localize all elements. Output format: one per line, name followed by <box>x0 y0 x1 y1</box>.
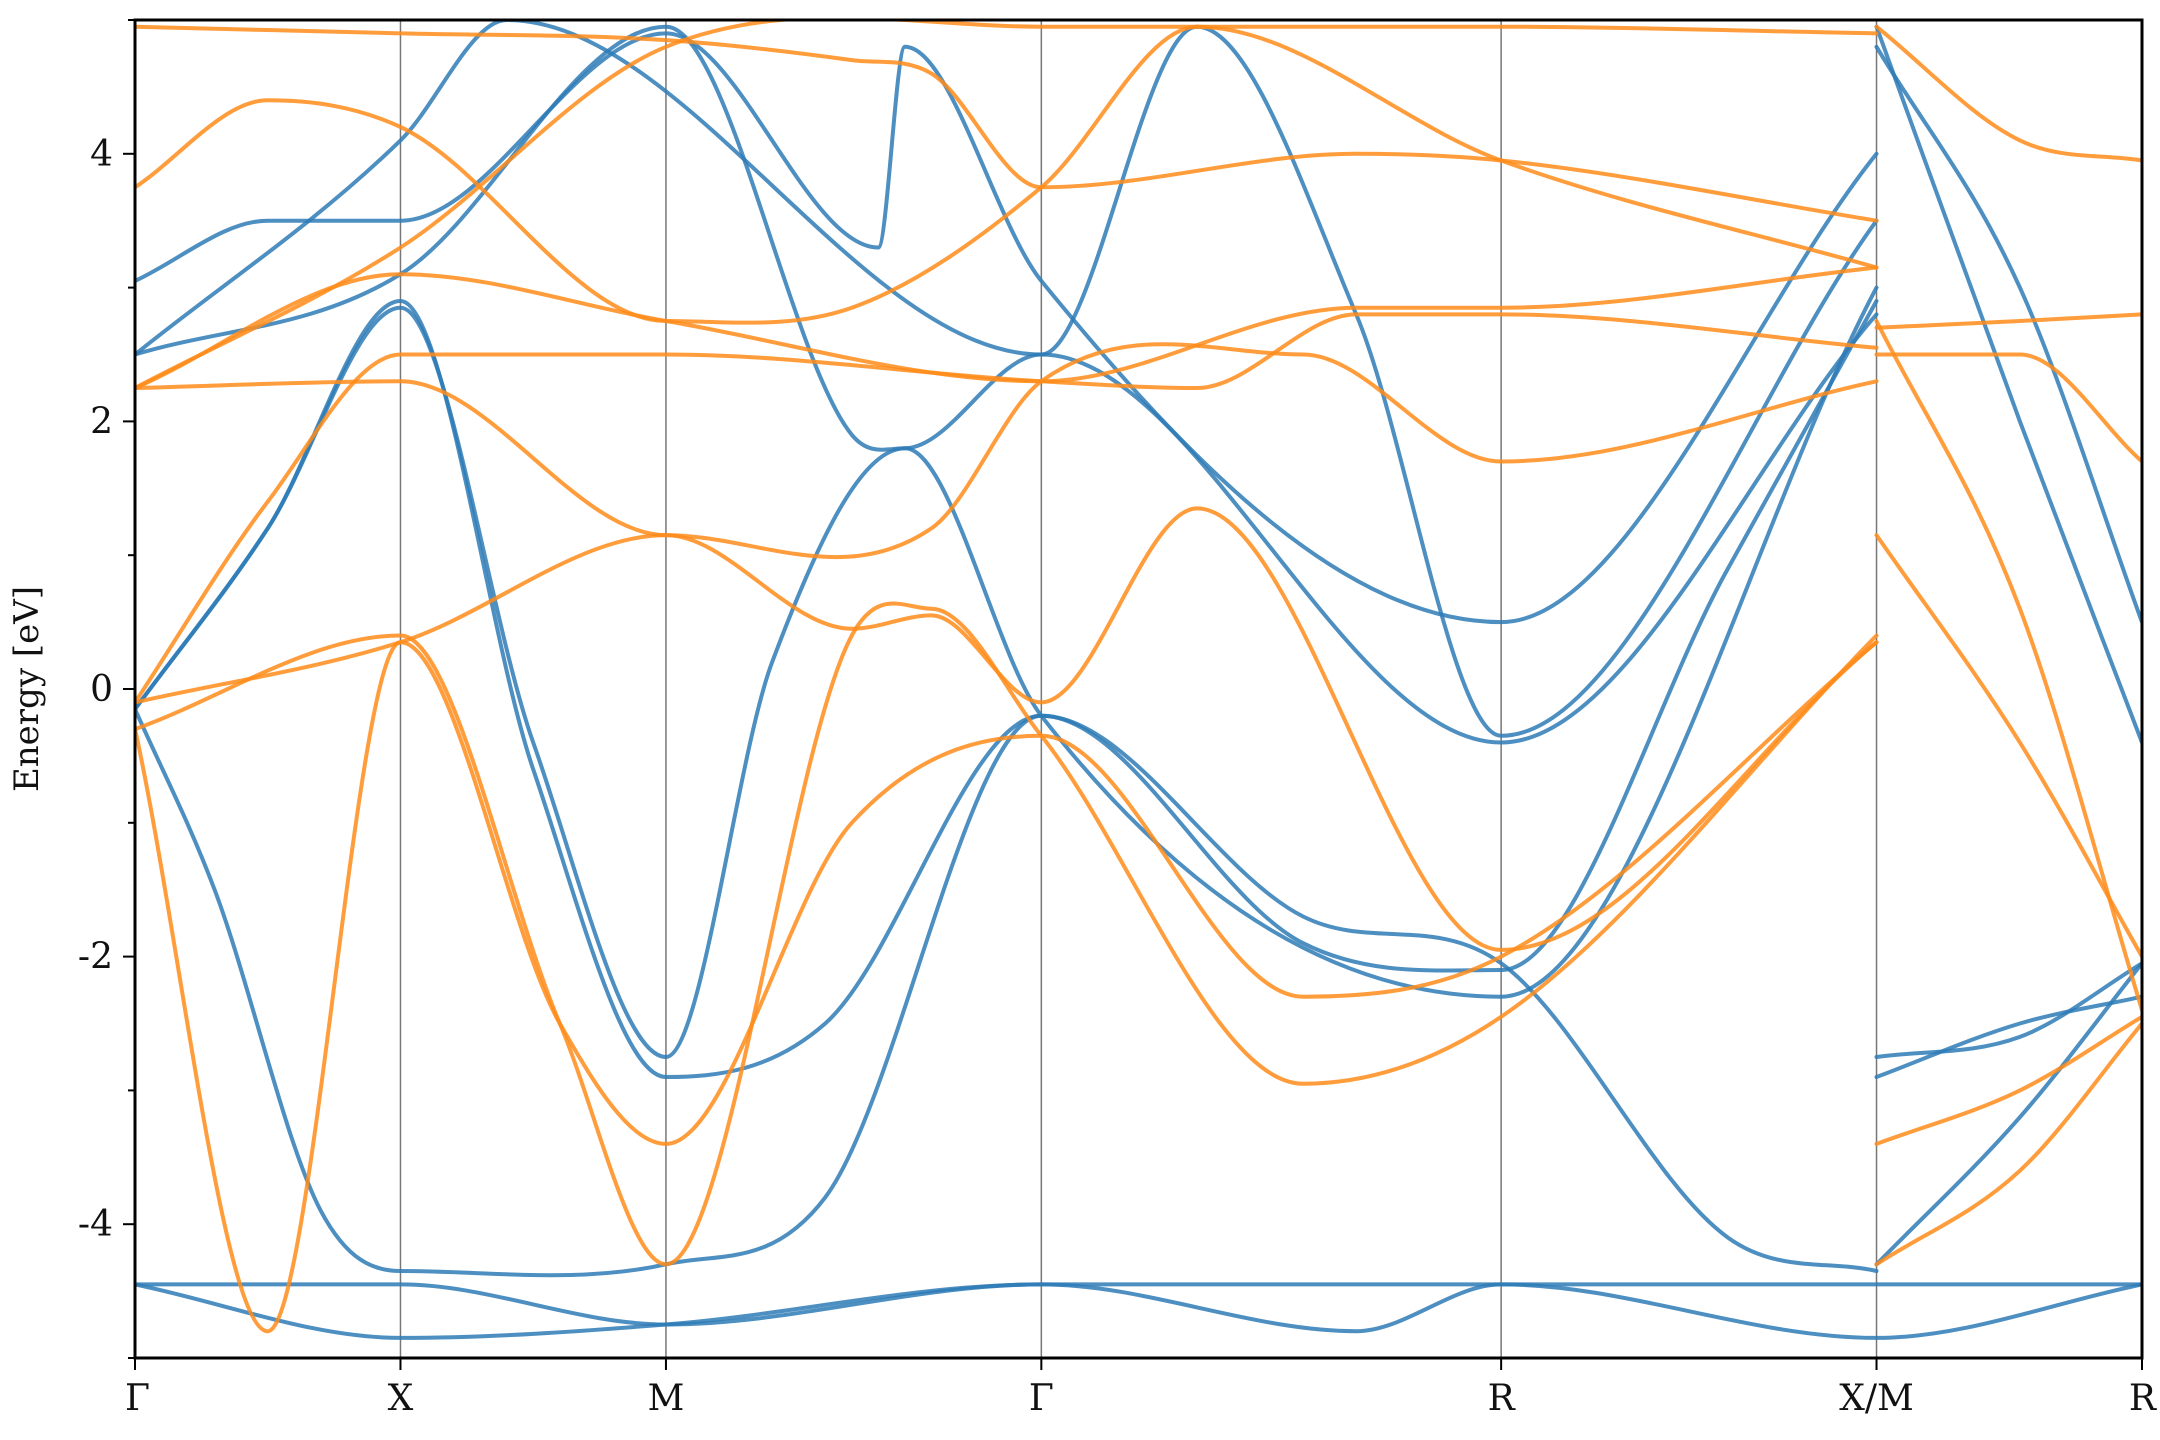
band-line-blue <box>135 707 1879 1278</box>
y-tick-label: 2 <box>90 401 113 442</box>
band-lines <box>135 20 2142 1340</box>
band-line-orange <box>135 640 1879 1334</box>
x-tick-label: Γ <box>1029 1378 1054 1419</box>
band-line-blue <box>1874 44 2142 625</box>
band-line-orange <box>1874 1014 2142 1146</box>
band-line-blue <box>135 31 1879 625</box>
band-line-blue <box>135 24 1879 745</box>
band-line-blue <box>135 1282 2142 1340</box>
y-tick-label: -4 <box>78 1204 113 1245</box>
band-line-blue <box>1874 24 2142 745</box>
high-symmetry-lines <box>399 20 1878 1358</box>
band-line-blue <box>135 1282 2142 1340</box>
x-tick-label: R <box>1488 1378 1516 1419</box>
band-line-orange <box>1874 352 2142 464</box>
band-line-orange <box>135 24 1879 223</box>
band-line-blue <box>135 20 1879 738</box>
band-line-orange <box>135 20 1879 390</box>
x-axis: Γ X M Γ R X/M R <box>125 1358 2157 1419</box>
x-tick-label: M <box>648 1378 685 1419</box>
x-tick-label: X <box>388 1378 414 1419</box>
x-tick-label: Γ <box>125 1378 150 1419</box>
band-line-orange <box>135 24 1879 325</box>
band-line-orange <box>135 342 1879 559</box>
y-tick-label: 0 <box>90 669 113 710</box>
band-line-blue <box>135 299 1879 1079</box>
band-line-orange <box>1874 1021 2142 1267</box>
band-line-orange <box>135 265 1879 390</box>
band-line-blue <box>1874 961 2142 1267</box>
band-line-blue <box>1874 961 2142 1059</box>
band-line-blue <box>1874 994 2142 1079</box>
x-tick-label: R <box>2129 1378 2157 1419</box>
y-axis: -4 -2 0 2 4 <box>78 19 135 1359</box>
band-line-orange <box>1874 24 2142 163</box>
band-line-blue <box>135 285 1879 1059</box>
y-axis-label: Energy [eV] <box>7 586 47 792</box>
band-line-orange <box>135 601 1879 1267</box>
band-line-orange <box>1874 312 2142 330</box>
x-tick-label: X/M <box>1839 1378 1914 1419</box>
y-tick-label: -2 <box>78 937 113 978</box>
band-line-orange <box>1874 319 2142 1013</box>
band-line-orange <box>1874 533 2142 959</box>
y-tick-label: 4 <box>90 134 113 175</box>
